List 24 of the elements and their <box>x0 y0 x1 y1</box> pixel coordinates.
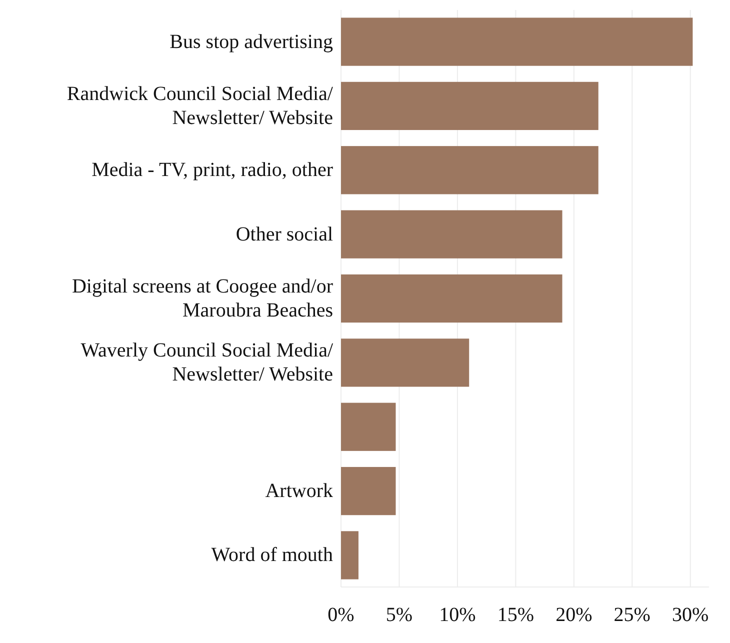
y-tick-label: Randwick Council Social Media/ Newsletter/ Website <box>66 82 334 129</box>
x-tick-label: 0% <box>328 604 354 626</box>
x-tick-label: 25% <box>614 604 650 626</box>
bar <box>341 210 562 258</box>
y-tick-label: Media - TV, print, radio, other <box>92 159 334 182</box>
bar <box>341 274 562 323</box>
y-tick-label: Waverly Council Social Media/ Newsletter/ Website <box>80 340 334 386</box>
bar <box>341 402 396 451</box>
y-tick-label: Bus stop advertising <box>170 30 333 53</box>
bar <box>341 18 693 66</box>
y-tick-label: Word of mouth <box>211 544 333 566</box>
x-tick-label: 5% <box>386 604 413 626</box>
x-tick-label: 15% <box>497 604 534 626</box>
bar <box>341 338 470 387</box>
y-tick-label: Other social <box>236 223 334 246</box>
bar <box>341 466 396 516</box>
bar <box>341 82 598 130</box>
x-tick-label: 10% <box>439 604 476 626</box>
bar <box>341 146 598 194</box>
y-tick-label: Artwork <box>265 480 333 502</box>
y-tick-label: Digital screens at Coogee and/or Maroubra Beaches <box>72 276 334 322</box>
x-tick-label: 30% <box>672 604 709 626</box>
x-tick-label: 20% <box>556 604 592 626</box>
bar <box>341 531 358 580</box>
